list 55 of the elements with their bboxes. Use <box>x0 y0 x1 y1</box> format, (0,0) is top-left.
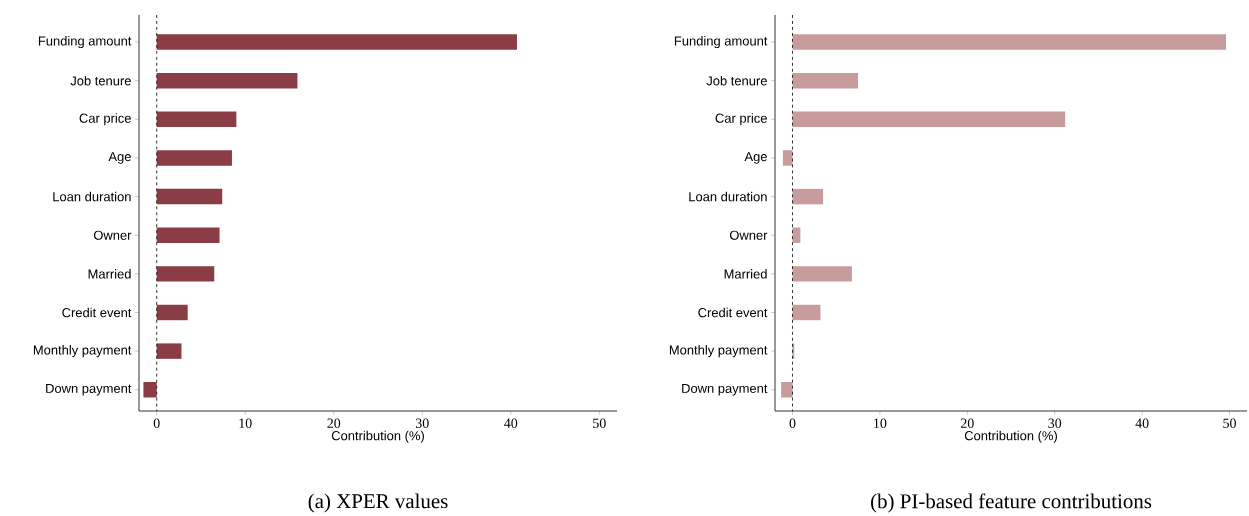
x-tick-label: 40 <box>1135 418 1149 428</box>
bar <box>156 111 237 128</box>
bar <box>156 266 215 282</box>
x-tick-label: 50 <box>593 418 606 428</box>
y-tick-label: Age <box>744 152 767 164</box>
y-tick-label: Monthly payment <box>33 345 132 358</box>
y-tick-label: Owner <box>93 230 132 240</box>
y-tick-label: Monthly payment <box>669 345 768 358</box>
y-tick-label: Loan duration <box>53 191 131 202</box>
bar <box>143 382 157 398</box>
y-tick-label: Credit event <box>62 307 132 318</box>
y-tick-label: Age <box>108 152 131 164</box>
x-tick-label: 20 <box>327 418 341 428</box>
bar <box>156 72 298 89</box>
bar <box>156 304 188 321</box>
x-tick-label: 30 <box>415 418 429 428</box>
y-tick-label: Down payment <box>682 383 768 396</box>
text: (a) XPER values <box>308 493 448 513</box>
x-tick-label: 0 <box>153 418 160 428</box>
x-tick-label: 10 <box>874 418 887 428</box>
y-tick-label: Funding amount <box>674 36 768 49</box>
bar <box>156 34 517 50</box>
x-axis-title: Contribution (%) <box>964 430 1057 443</box>
x-tick-label: 0 <box>789 418 796 428</box>
y-tick-label: Married <box>724 269 767 279</box>
bar <box>156 188 223 205</box>
y-tick-label: Down payment <box>46 383 132 396</box>
y-tick-label: Funding amount <box>38 36 132 49</box>
y-tick-label: Married <box>88 269 131 279</box>
x-axis-title: Contribution (%) <box>331 430 424 443</box>
text: (b) PI-based feature contributions <box>871 493 1152 513</box>
y-tick-label: Owner <box>729 230 768 240</box>
x-tick-label: 30 <box>1048 418 1062 428</box>
bar <box>782 150 793 166</box>
y-tick-label: Car price <box>79 113 131 126</box>
bar <box>792 34 1227 50</box>
bar <box>792 72 859 89</box>
bar <box>792 188 824 205</box>
bar <box>792 111 1066 128</box>
x-tick-label: 20 <box>960 418 974 428</box>
bar <box>792 304 821 321</box>
y-tick-label: Credit event <box>698 307 768 318</box>
bar <box>792 266 852 282</box>
y-tick-label: Job tenure <box>706 75 767 86</box>
bar <box>792 227 801 243</box>
x-tick-label: 40 <box>504 418 518 428</box>
bar <box>781 382 793 398</box>
bar <box>156 227 220 243</box>
x-tick-label: 50 <box>1223 418 1236 428</box>
y-tick-label: Loan duration <box>689 191 767 202</box>
bar <box>156 150 232 166</box>
x-tick-label: 10 <box>239 418 252 428</box>
bar <box>156 343 182 359</box>
y-tick-label: Job tenure <box>70 75 131 86</box>
y-tick-label: Car price <box>715 113 767 126</box>
